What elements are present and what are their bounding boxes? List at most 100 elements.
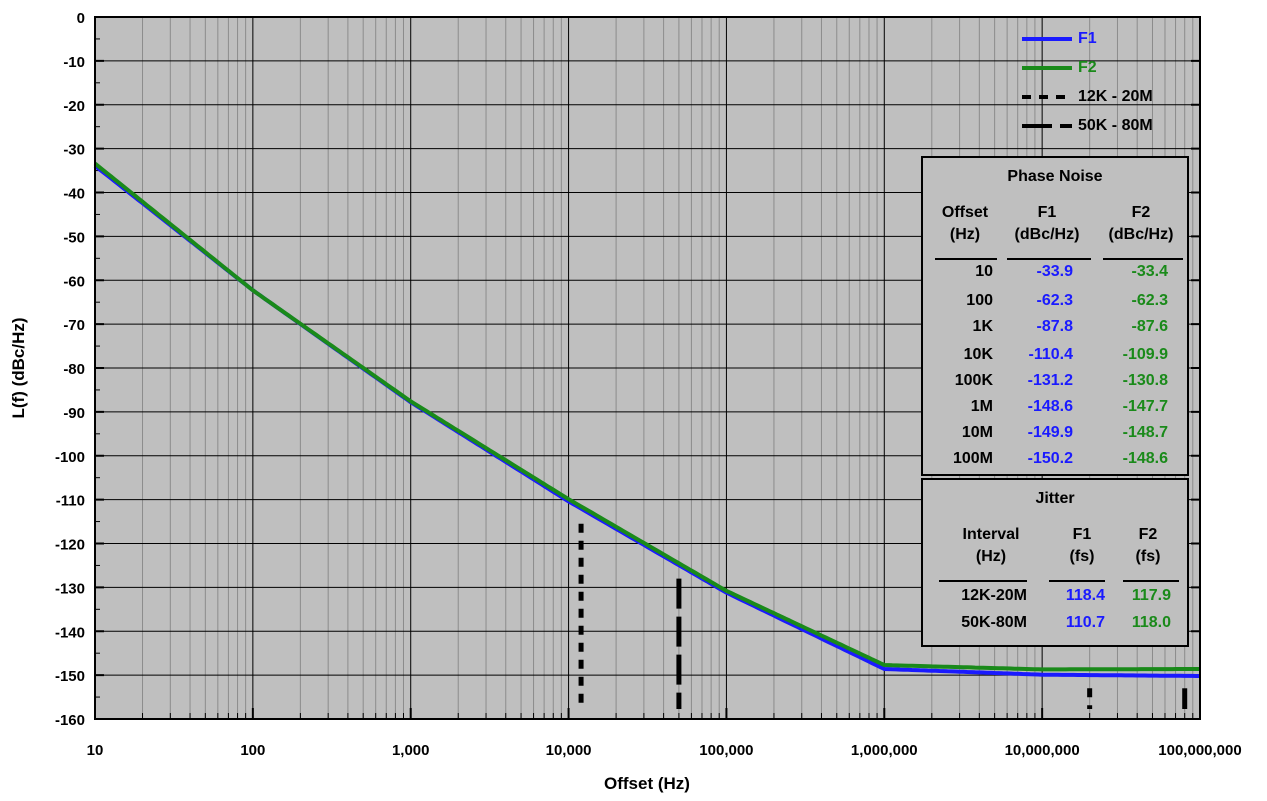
noise-f2-2: -87.6 xyxy=(1131,318,1168,335)
noise-offset-3: 10K xyxy=(963,346,993,363)
legend-swatch-longdash xyxy=(1022,123,1072,128)
x-tick-label: 10,000 xyxy=(546,742,592,759)
header-rule-jitter-f1 xyxy=(1049,580,1105,582)
y-tick-label: -90 xyxy=(63,405,85,422)
noise-f2-5: -147.7 xyxy=(1122,398,1168,415)
legend-label-12k-20m: 12K - 20M xyxy=(1078,87,1153,105)
noise-offset-5: 1M xyxy=(970,398,993,415)
x-tick-label: 1,000 xyxy=(392,742,430,759)
x-tick-label: 1,000,000 xyxy=(851,742,918,759)
legend-label-f2: F2 xyxy=(1078,58,1097,76)
header-f1: F1 (dBc/Hz) xyxy=(1005,202,1089,246)
noise-f2-6: -148.7 xyxy=(1122,424,1168,441)
y-tick-label: -160 xyxy=(55,712,85,729)
legend-label-f1: F1 xyxy=(1078,29,1097,47)
header-f1-unit: (dBc/Hz) xyxy=(1014,226,1080,243)
jitter-interval-0: 12K-20M xyxy=(961,587,1027,604)
header-f2: F2 (dBc/Hz) xyxy=(1099,202,1183,246)
phase-noise-table: Phase Noise Offset (Hz) F1 (dBc/Hz) F2 (… xyxy=(921,156,1189,476)
noise-f2-4: -130.8 xyxy=(1122,372,1168,389)
legend-item-50k-80m: 50K - 80M xyxy=(1022,111,1200,140)
header-jitter-f1-unit: (fs) xyxy=(1069,548,1095,565)
noise-offset-4: 100K xyxy=(954,372,993,389)
noise-f1-6: -149.9 xyxy=(1027,424,1073,441)
series-line-f2 xyxy=(93,161,1200,672)
header-f2-label: F2 xyxy=(1131,204,1151,221)
y-tick-label: -40 xyxy=(63,186,85,203)
header-rule-jitter-f2 xyxy=(1123,580,1179,582)
header-f2-unit: (dBc/Hz) xyxy=(1108,226,1174,243)
legend-swatch-f2 xyxy=(1022,65,1072,70)
y-tick-label: -100 xyxy=(55,449,85,466)
noise-offset-2: 1K xyxy=(972,318,993,335)
noise-f2-3: -109.9 xyxy=(1122,346,1168,363)
noise-f1-7: -150.2 xyxy=(1027,450,1073,467)
plot-border xyxy=(94,16,1201,720)
header-offset-unit: (Hz) xyxy=(949,226,981,243)
x-tick-labels: 10 100 1,000 10,000 100,000 1,000,000 10,000,0… xyxy=(87,742,1242,759)
y-tick-label: -70 xyxy=(63,317,85,334)
legend-label-50k-80m: 50K - 80M xyxy=(1078,116,1153,134)
y-tick-label: -30 xyxy=(63,142,85,159)
y-tick-label: -150 xyxy=(55,668,85,685)
header-rule-offset xyxy=(935,258,997,260)
header-interval-unit: (Hz) xyxy=(975,548,1007,565)
noise-f1-3: -110.4 xyxy=(1028,346,1073,363)
header-f1-label: F1 xyxy=(1037,204,1057,221)
jitter-f2-0: 117.9 xyxy=(1131,587,1171,604)
noise-offset-0: 10 xyxy=(975,263,993,280)
x-tick-label: 100,000 xyxy=(699,742,753,759)
y-tick-label: -80 xyxy=(63,361,85,378)
legend-item-12k-20m: 12K - 20M xyxy=(1022,82,1200,111)
header-jitter-f2-label: F2 xyxy=(1138,526,1158,543)
jitter-interval-1: 50K-80M xyxy=(961,614,1027,631)
header-rule-interval xyxy=(939,580,1027,582)
header-interval: Interval (Hz) xyxy=(943,524,1039,568)
y-tick-label: -10 xyxy=(63,54,85,71)
x-tick-label: 10 xyxy=(87,742,104,759)
interval-markers xyxy=(578,523,1188,709)
jitter-f2-1: 118.0 xyxy=(1131,614,1171,631)
jitter-f1-0: 118.4 xyxy=(1065,587,1105,604)
x-tick-label: 10,000,000 xyxy=(1005,742,1080,759)
y-tick-label: -60 xyxy=(63,273,85,290)
jitter-f1-1: 110.7 xyxy=(1065,614,1105,631)
y-tick-label: -120 xyxy=(55,537,85,554)
header-jitter-f1-label: F1 xyxy=(1072,526,1092,543)
header-offset: Offset (Hz) xyxy=(937,202,993,246)
header-offset-label: Offset xyxy=(941,204,989,221)
legend-swatch-f1 xyxy=(1022,36,1072,41)
y-tick-label: -50 xyxy=(63,229,85,246)
header-rule-f2 xyxy=(1103,258,1183,260)
header-interval-label: Interval xyxy=(962,526,1020,543)
noise-offset-6: 10M xyxy=(961,424,993,441)
header-jitter-f1: F1 (fs) xyxy=(1057,524,1107,568)
noise-f2-7: -148.6 xyxy=(1122,450,1168,467)
x-axis-title: Offset (Hz) xyxy=(604,774,690,793)
y-tick-label: -110 xyxy=(56,493,85,510)
header-jitter-f2: F2 (fs) xyxy=(1123,524,1173,568)
legend-item-f1: F1 xyxy=(1022,24,1200,53)
noise-f2-0: -33.4 xyxy=(1131,263,1168,280)
noise-f1-4: -131.2 xyxy=(1027,372,1073,389)
x-tick-label: 100 xyxy=(240,742,265,759)
noise-offset-7: 100M xyxy=(952,450,993,467)
y-tick-label: 0 xyxy=(77,10,85,27)
jitter-table: Jitter Interval (Hz) F1 (fs) F2 (fs) 12K… xyxy=(921,478,1189,647)
noise-f2-1: -62.3 xyxy=(1131,292,1168,309)
phase-noise-title: Phase Noise xyxy=(1007,168,1103,185)
y-tick-label: -20 xyxy=(63,98,85,115)
series-lines xyxy=(93,161,1200,678)
y-tick-labels: 0 -10 -20 -30 -40 -50 -60 -70 -80 -90 -100 -110 -120… xyxy=(55,10,85,729)
noise-f1-5: -148.6 xyxy=(1027,398,1073,415)
legend-item-f2: F2 xyxy=(1022,53,1200,82)
noise-offset-1: 100 xyxy=(966,292,993,309)
y-tick-label: -130 xyxy=(55,580,85,597)
y-tick-label: -140 xyxy=(55,624,85,641)
legend-swatch-dash xyxy=(1022,94,1072,99)
noise-f1-0: -33.9 xyxy=(1036,263,1073,280)
y-axis-title: L(f) (dBc/Hz) xyxy=(9,317,28,418)
noise-f1-2: -87.8 xyxy=(1036,318,1073,335)
header-jitter-f2-unit: (fs) xyxy=(1135,548,1161,565)
jitter-title: Jitter xyxy=(1035,490,1075,507)
